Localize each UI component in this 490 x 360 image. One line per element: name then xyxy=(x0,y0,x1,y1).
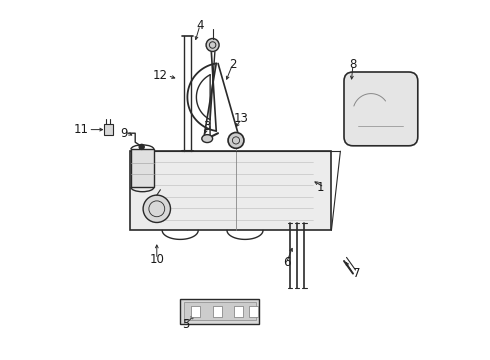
Text: 7: 7 xyxy=(353,267,361,280)
Text: 12: 12 xyxy=(152,69,168,82)
Bar xyxy=(248,306,258,317)
Text: 3: 3 xyxy=(203,120,211,132)
Text: 5: 5 xyxy=(182,318,189,330)
Text: 13: 13 xyxy=(234,112,249,125)
Ellipse shape xyxy=(202,135,213,143)
Circle shape xyxy=(139,144,144,149)
Bar xyxy=(180,299,259,324)
Bar xyxy=(131,149,154,187)
Text: 8: 8 xyxy=(349,58,357,71)
FancyBboxPatch shape xyxy=(130,151,331,230)
Text: 9: 9 xyxy=(121,127,128,140)
Text: 6: 6 xyxy=(283,256,290,269)
Bar xyxy=(191,306,200,317)
Circle shape xyxy=(143,195,171,222)
Bar xyxy=(213,306,221,317)
FancyBboxPatch shape xyxy=(344,72,418,146)
Bar xyxy=(104,124,113,135)
Bar xyxy=(184,302,256,320)
Text: 4: 4 xyxy=(196,19,204,32)
Text: 1: 1 xyxy=(317,181,324,194)
Bar xyxy=(234,306,243,317)
Text: 11: 11 xyxy=(74,123,88,136)
Text: 2: 2 xyxy=(229,58,236,71)
Text: 10: 10 xyxy=(149,253,164,266)
Circle shape xyxy=(228,132,244,148)
Circle shape xyxy=(206,39,219,51)
